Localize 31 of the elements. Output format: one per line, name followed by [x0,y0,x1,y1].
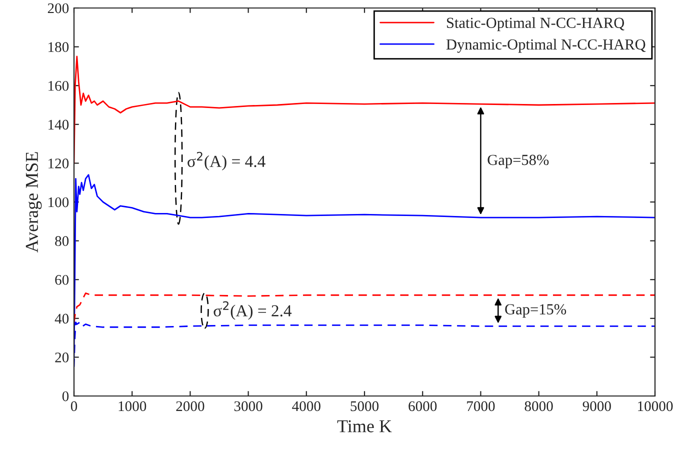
x-tick-label: 1000 [118,401,146,412]
annotation: Gap=15% [505,304,566,318]
y-tick-label: 140 [48,120,69,130]
x-tick-label: 9000 [582,401,611,412]
x-tick-label: 5000 [350,401,379,412]
x-axis-title: Time K [337,420,392,432]
x-tick-label: 7000 [467,401,495,412]
annotation: σ$^{2}$(A) = 2.4 [214,301,292,320]
line-series [74,292,655,323]
y-tick-label: 160 [48,80,69,91]
x-tick-label: 4000 [292,401,320,412]
annotation: σ$^{2}$(A) = 4.4 [188,152,266,170]
annotation: Gap=58% [488,154,549,168]
x-tick-label: 10000 [638,401,673,412]
x-tick-label: 0 [70,401,78,412]
x-tick-label: 2000 [176,401,204,412]
y-tick-label: 120 [48,158,69,168]
y-tick-label: 200 [48,3,69,14]
y-tick-label: 20 [55,352,69,362]
y-tick-label: 100 [48,197,69,208]
y-tick-label: 0 [62,391,69,402]
legend-label: Static-Optimal N-CC-HARQ [446,17,624,32]
x-tick-label: 8000 [524,401,553,412]
y-tick-label: 40 [54,314,69,324]
legend-label: Dynamic-Optimal N-CC-HARQ [446,38,646,53]
x-tick-label: 3000 [234,401,262,412]
y-tick-label: 180 [48,42,69,52]
y-axis-title: Average MSE [26,152,42,253]
y-tick-label: 80 [55,236,69,246]
y-tick-label: 60 [55,274,69,285]
x-tick-label: 6000 [408,401,437,412]
